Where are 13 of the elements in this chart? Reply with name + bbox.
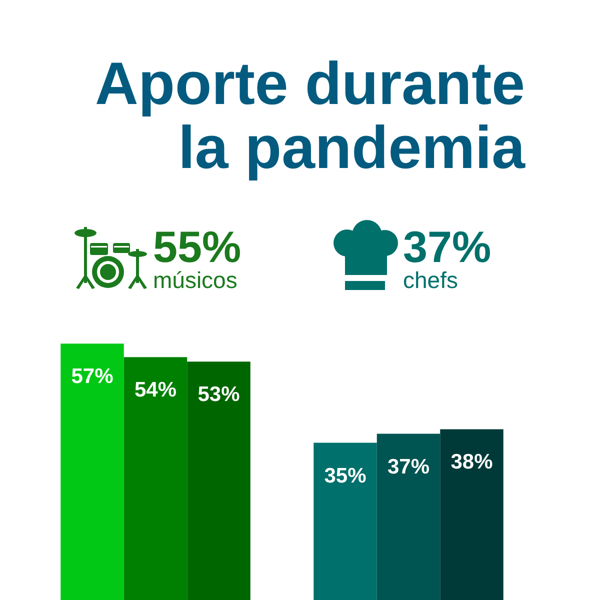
data-label: 57% [71, 365, 114, 388]
bar [440, 429, 504, 600]
chart-title: Aporte durante la pandemia [94, 50, 526, 181]
data-label: 53% [198, 383, 240, 406]
bar [60, 344, 124, 600]
bar [376, 434, 440, 600]
bar [187, 362, 250, 600]
data-label: 35% [324, 464, 367, 488]
bar [124, 357, 188, 600]
bar [314, 442, 377, 600]
data-label: 38% [450, 450, 494, 474]
data-label: 37% [387, 455, 430, 478]
data-label: 54% [134, 378, 177, 402]
